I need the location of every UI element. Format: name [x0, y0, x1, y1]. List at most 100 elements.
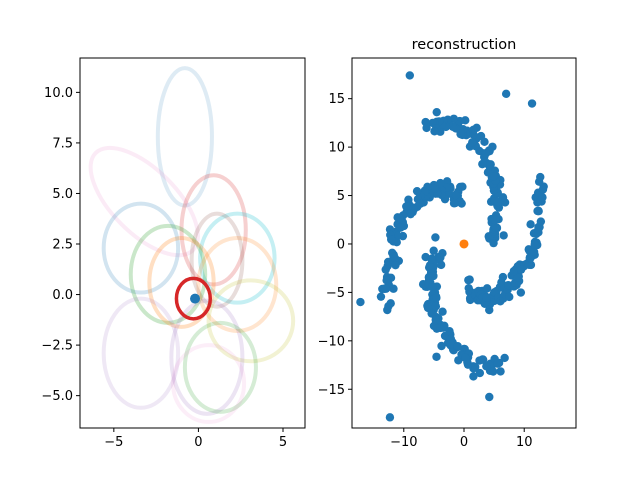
data-point: [516, 288, 526, 297]
component-ellipse: [155, 66, 214, 208]
data-point: [406, 209, 415, 219]
data-point: [493, 197, 503, 207]
component-ellipse: [182, 320, 258, 414]
data-point: [505, 292, 514, 302]
data-point: [436, 178, 445, 188]
component-ellipse: [196, 235, 279, 333]
data-point: [482, 293, 491, 302]
component-ellipse: [147, 235, 216, 329]
component-ellipse: [179, 173, 248, 287]
data-point: [489, 367, 498, 376]
data-point: [396, 223, 405, 232]
data-point: [432, 107, 441, 117]
data-point: [516, 265, 526, 274]
data-point: [402, 202, 411, 211]
component-ellipse: [198, 211, 277, 305]
component-ellipse: [206, 278, 296, 364]
data-point: [437, 341, 446, 351]
data-point: [431, 233, 440, 242]
data-point: [489, 238, 498, 248]
data-point: [509, 266, 519, 276]
left-points: [190, 293, 201, 304]
left-x-ticks: −5 0 5: [104, 428, 287, 450]
left-axes-frame: [79, 57, 306, 429]
x-tick-label: 0: [194, 435, 202, 450]
center-point: [190, 293, 201, 304]
y-tick-label: 7.5: [52, 136, 73, 151]
data-point: [530, 240, 540, 250]
data-point: [478, 159, 487, 169]
data-point: [482, 284, 492, 293]
component-ellipse: [189, 211, 245, 309]
y-tick-label: 10.0: [44, 86, 73, 101]
data-point: [500, 353, 509, 363]
y-tick-label: 10: [328, 141, 345, 156]
left-axes: −5 0 5 −5.0 −2.5 0.0 2.5 5.0 7.5 10.0: [41, 57, 306, 450]
data-point: [395, 214, 404, 223]
component-ellipse: [128, 223, 208, 325]
data-point: [484, 160, 494, 170]
data-point: [440, 321, 449, 331]
y-tick-label: 15: [328, 92, 345, 107]
data-point: [536, 172, 545, 182]
data-point: [468, 138, 477, 147]
data-point: [475, 368, 485, 378]
data-point: [482, 362, 491, 371]
data-point: [356, 297, 365, 307]
data-point: [496, 367, 505, 376]
data-point: [445, 327, 454, 336]
component-ellipse: [88, 145, 200, 258]
data-point: [461, 116, 470, 125]
right-y-ticks: −15 −10 −5 0 5 10 15: [318, 92, 352, 398]
data-point: [478, 355, 487, 364]
data-point: [446, 340, 455, 349]
data-point: [442, 177, 452, 186]
data-point: [390, 254, 400, 263]
data-point: [429, 246, 438, 255]
data-point: [427, 282, 437, 292]
right-axes: reconstruction −10 0 10 −15 −10 −5 0 5 10 15: [318, 37, 577, 450]
component-ellipse: [101, 296, 181, 410]
data-point: [538, 185, 548, 194]
data-point: [493, 358, 503, 368]
x-tick-label: 10: [516, 435, 533, 450]
left-y-ticks: −5.0 −2.5 0.0 2.5 5.0 7.5 10.0: [41, 86, 80, 404]
y-tick-label: −5.0: [41, 389, 73, 404]
data-point: [391, 260, 400, 270]
data-point: [469, 372, 478, 381]
data-point: [490, 215, 500, 225]
data-point: [498, 272, 508, 282]
y-tick-label: −2.5: [41, 339, 73, 354]
data-point: [389, 284, 398, 293]
data-point: [430, 127, 439, 136]
data-point: [491, 223, 500, 232]
data-point: [501, 89, 511, 99]
data-point: [464, 275, 473, 285]
data-point: [526, 220, 535, 229]
x-tick-label: −10: [390, 435, 417, 450]
y-tick-label: 2.5: [52, 238, 73, 253]
data-point: [432, 293, 441, 303]
data-point: [381, 284, 391, 293]
chart-title: reconstruction: [412, 37, 517, 53]
data-point: [385, 413, 395, 422]
data-point: [527, 99, 537, 108]
data-point: [526, 253, 535, 263]
x-tick-label: −5: [104, 435, 123, 450]
data-point: [431, 302, 441, 311]
data-point: [436, 260, 446, 270]
y-tick-label: −5: [326, 286, 345, 301]
data-point: [524, 260, 534, 269]
y-tick-label: −10: [318, 334, 345, 349]
data-point: [405, 71, 415, 80]
component-ellipse: [169, 298, 245, 416]
data-point: [533, 206, 542, 216]
right-x-ticks: −10 0 10: [390, 428, 532, 450]
y-tick-label: 5: [337, 189, 345, 204]
right-points: [356, 71, 548, 422]
data-point: [461, 353, 470, 362]
data-point: [422, 123, 431, 133]
data-point: [438, 307, 447, 316]
data-point: [499, 231, 508, 240]
